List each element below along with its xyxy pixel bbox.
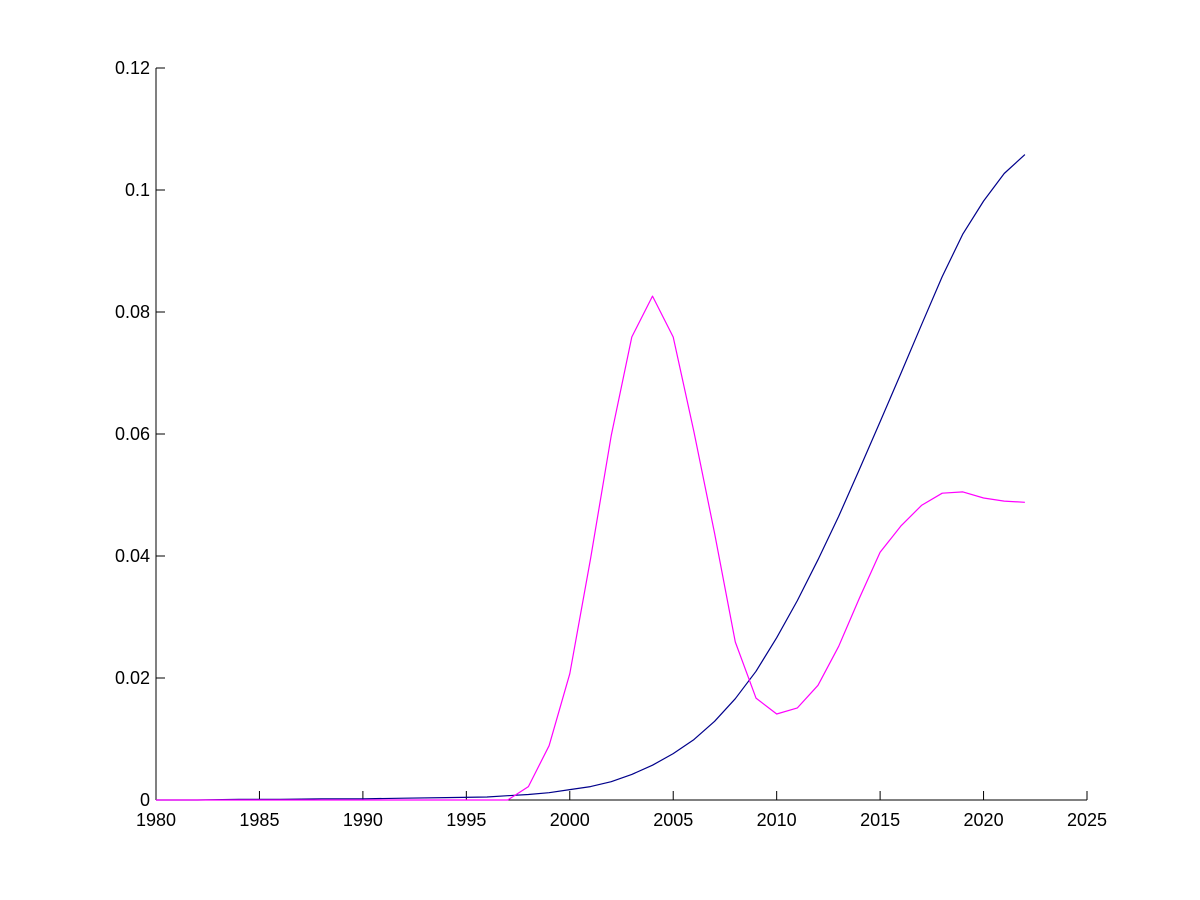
x-tick-label: 1990 <box>343 810 383 830</box>
x-tick-label: 1980 <box>136 810 176 830</box>
y-tick-label: 0.1 <box>125 180 150 200</box>
plot-lines <box>156 154 1026 801</box>
x-tick-label: 2010 <box>757 810 797 830</box>
y-tick-label: 0.08 <box>115 302 150 322</box>
x-tick-label: 1985 <box>239 810 279 830</box>
x-tick-label: 2000 <box>550 810 590 830</box>
x-tick-label: 1995 <box>446 810 486 830</box>
x-tick-label: 2025 <box>1067 810 1107 830</box>
y-tick-label: 0.02 <box>115 668 150 688</box>
series-line-1 <box>156 154 1026 801</box>
x-tick-label: 2020 <box>964 810 1004 830</box>
series-line-2 <box>156 295 1025 801</box>
x-tick-label: 2015 <box>860 810 900 830</box>
x-tick-label: 2005 <box>653 810 693 830</box>
y-tick-label: 0.12 <box>115 58 150 78</box>
y-tick-label: 0 <box>140 790 150 810</box>
y-tick-label: 0.04 <box>115 546 150 566</box>
y-tick-label: 0.06 <box>115 424 150 444</box>
axes: 1980 1985 1990 1995 2000 2005 2010 2015 2020 2025… <box>115 58 1107 830</box>
